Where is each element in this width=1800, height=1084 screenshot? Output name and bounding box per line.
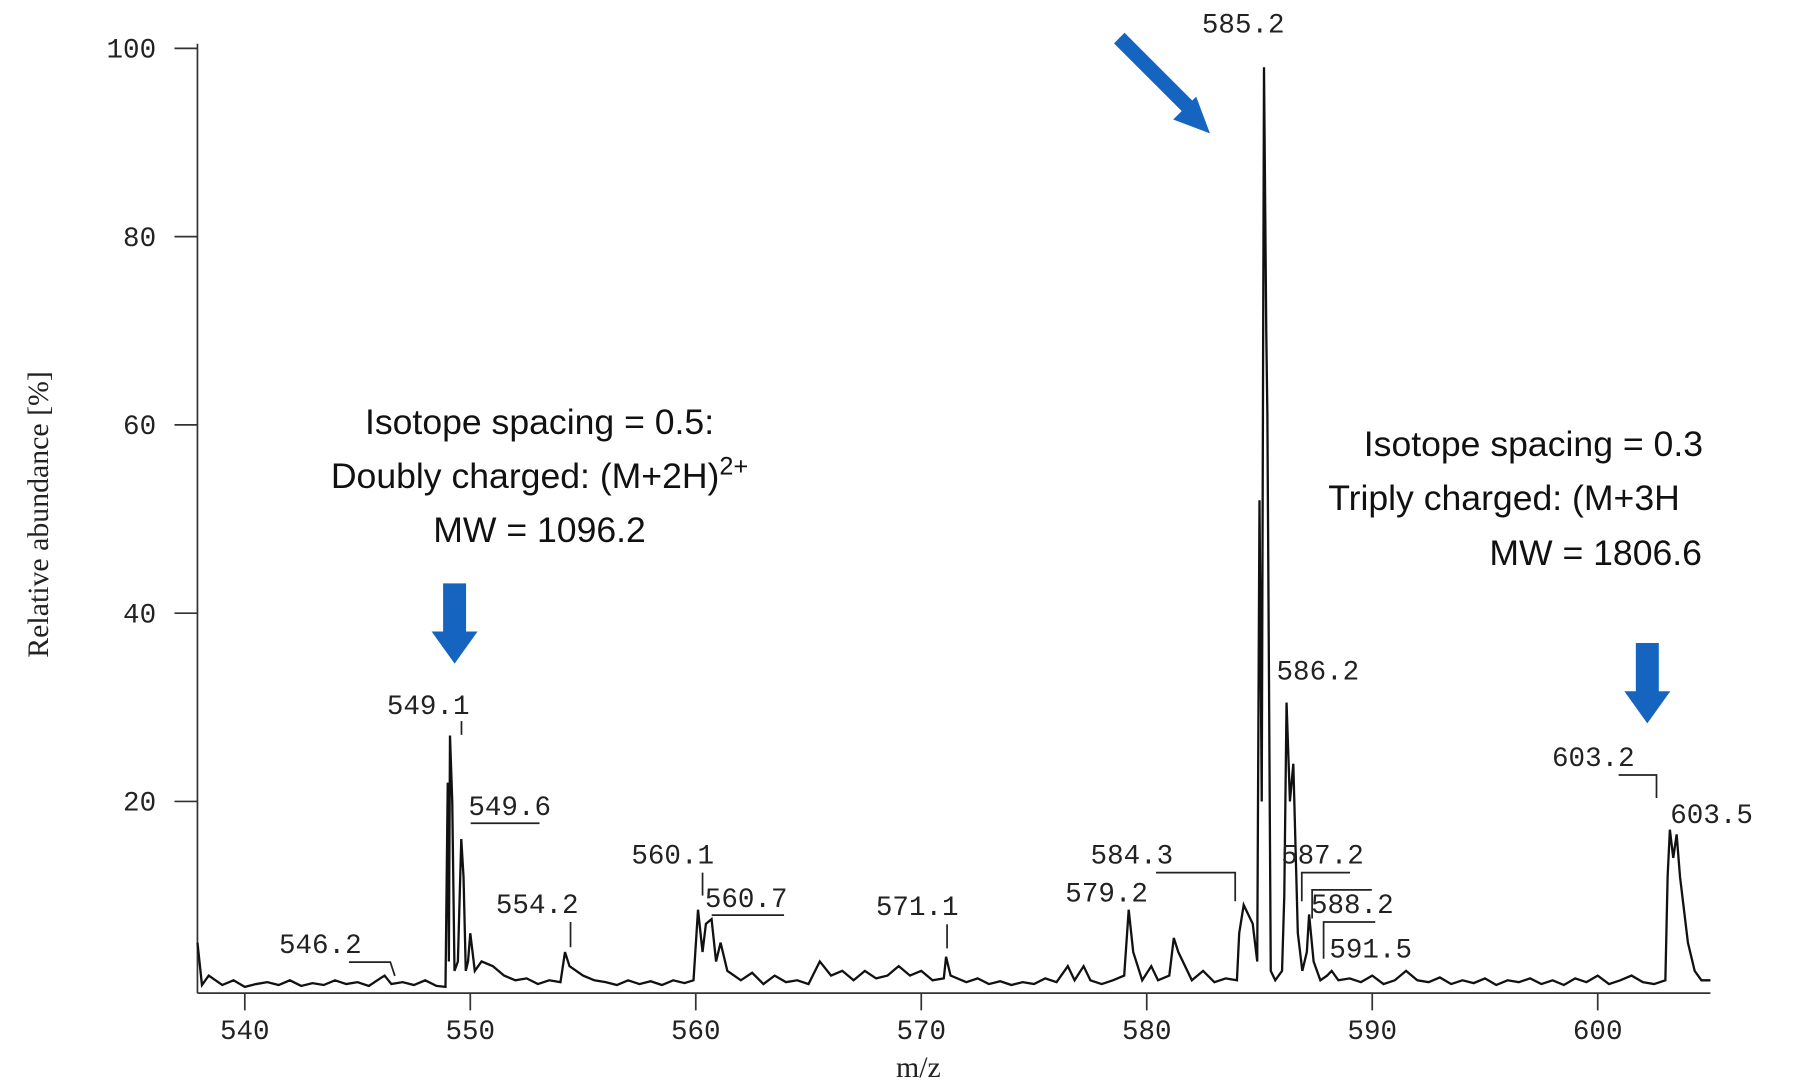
annotation-line: MW = 1806.6 [1489, 533, 1702, 573]
peak-label: 554.2 [496, 891, 579, 922]
y-tick-label: 40 [123, 600, 156, 631]
arrow [1624, 643, 1671, 724]
x-axis-label: m/z [896, 1051, 941, 1084]
peak-label: 560.7 [705, 885, 788, 916]
annotation-text: Triply charged: (M+3H [1328, 478, 1680, 518]
peak-label: 586.2 [1277, 658, 1360, 689]
x-tick-label: 560 [671, 1017, 721, 1048]
annotation-superscript: 2+ [719, 452, 748, 480]
peak-label: 588.2 [1311, 891, 1394, 922]
arrows [431, 32, 1671, 724]
connector [1155, 871, 1237, 902]
y-tick-label: 20 [123, 789, 156, 820]
annotation-line: Isotope spacing = 0.3 [1364, 424, 1703, 464]
arrow [431, 583, 478, 664]
spectrum-line [196, 67, 1711, 989]
peak-label: 549.1 [387, 692, 470, 723]
annotation-line: Doubly charged: (M+2H)2+ [331, 452, 748, 496]
peak-label: 603.2 [1552, 744, 1635, 775]
x-tick-label: 550 [445, 1017, 495, 1048]
peak-label: 591.5 [1329, 936, 1412, 967]
x-tick-label: 590 [1347, 1017, 1397, 1048]
peak-label: 603.5 [1670, 801, 1753, 832]
annotation-text: MW = 1096.2 [433, 510, 646, 550]
annotation-line: Triply charged: (M+3H [1328, 478, 1680, 518]
y-tick-label: 100 [107, 36, 157, 67]
annotation-line: Isotope spacing = 0.5: [365, 402, 714, 442]
peak-label: 546.2 [279, 931, 362, 962]
peak-label: 584.3 [1091, 841, 1174, 872]
y-tick-label: 80 [123, 224, 156, 255]
connector [1300, 871, 1351, 902]
peak-label: 549.6 [468, 793, 551, 824]
x-tick-label: 580 [1122, 1017, 1172, 1048]
annotation-text: Isotope spacing = 0.3 [1364, 424, 1703, 464]
connector [1311, 888, 1372, 919]
annotation-text: MW = 1806.6 [1489, 533, 1702, 573]
annotation-text: Doubly charged: (M+2H) [331, 456, 720, 496]
y-tick-label: 60 [123, 412, 156, 443]
peak-label: 571.1 [876, 893, 959, 924]
peak-label: 585.2 [1202, 10, 1285, 41]
annotation-text: Isotope spacing = 0.5: [365, 402, 714, 442]
connector [1618, 774, 1658, 798]
arrow [1113, 32, 1197, 116]
peak-label: 587.2 [1281, 841, 1364, 872]
connector [348, 961, 396, 977]
label-connectors [348, 721, 1658, 977]
annotation-line: MW = 1096.2 [433, 510, 646, 550]
arrow [1173, 96, 1210, 134]
y-axis-label: Relative abundance [%] [22, 371, 55, 658]
x-tick-label: 600 [1573, 1017, 1623, 1048]
x-tick-label: 540 [220, 1017, 270, 1048]
peak-label: 560.1 [631, 841, 714, 872]
x-tick-label: 570 [896, 1017, 946, 1048]
connector [1322, 921, 1376, 959]
peak-label: 579.2 [1065, 879, 1148, 910]
